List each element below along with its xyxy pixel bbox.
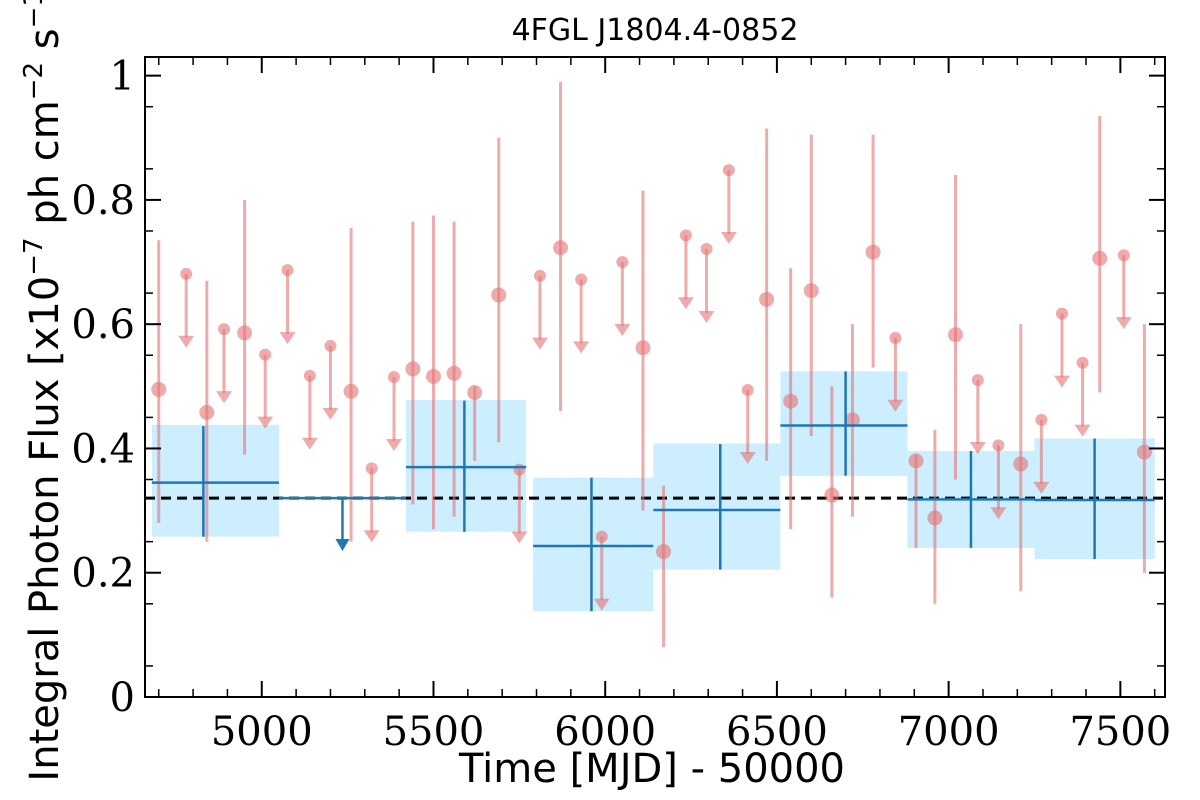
x-tick-label: 5000: [211, 709, 313, 755]
upper-limit-point: [575, 273, 588, 286]
short-bin-point: [1092, 250, 1108, 266]
short-bin-point: [844, 412, 860, 428]
long-bin-band: [653, 443, 781, 570]
upper-limit-point: [533, 269, 546, 282]
upper-limit-point: [889, 331, 902, 344]
short-bin-point: [237, 325, 253, 341]
long-bin-band: [533, 477, 654, 612]
x-tick-label: 7500: [1069, 709, 1171, 755]
upper-limit-point: [722, 164, 735, 177]
upper-limit-arrowhead: [887, 399, 904, 412]
upper-limit-point: [387, 371, 400, 383]
upper-limit-arrowhead: [614, 323, 631, 336]
short-bin-point: [803, 283, 819, 299]
short-bin-point: [343, 383, 359, 399]
upper-limit-arrowhead: [1053, 375, 1070, 388]
upper-limit-arrowhead: [720, 232, 737, 245]
upper-limit-arrowhead: [593, 598, 610, 611]
short-bin-point: [425, 368, 441, 384]
upper-limit-point: [281, 264, 294, 277]
y-tick-label: 1: [110, 54, 135, 100]
short-bin-point: [1136, 444, 1152, 460]
upper-limit-arrowhead: [1033, 481, 1050, 494]
short-bin-point: [151, 381, 167, 397]
upper-limit-arrowhead: [385, 438, 402, 451]
short-bin-point: [467, 385, 483, 401]
upper-limit-arrowhead: [573, 341, 590, 354]
upper-limit-arrowhead: [178, 335, 195, 348]
upper-limit-arrowhead: [698, 310, 715, 323]
chart-title: 4FGL J1804.4-0852: [512, 13, 799, 48]
short-bin-point: [405, 361, 421, 377]
y-tick-label: 0.2: [71, 551, 135, 597]
upper-limit-arrowhead: [677, 297, 694, 310]
short-bin-point: [553, 240, 569, 256]
upper-limit-point: [1117, 249, 1130, 262]
y-axis-label: Integral Photon Flux [x10−7 ph cm−2 s−1]: [19, 0, 68, 782]
upper-limit-arrowhead: [322, 407, 339, 420]
x-tick-label: 6000: [554, 709, 656, 755]
upper-limit-arrowhead: [969, 442, 986, 455]
upper-limit-arrowhead: [301, 437, 318, 450]
upper-limit-point: [741, 384, 754, 397]
upper-limit-point: [513, 463, 526, 476]
upper-limit-arrowhead: [215, 391, 232, 404]
upper-limit-point: [700, 243, 713, 255]
plot-area: [145, 81, 1165, 648]
short-bin-point: [783, 393, 799, 409]
upper-limit-arrowhead: [531, 337, 548, 350]
y-tick-label: 0.6: [71, 302, 135, 348]
short-bin-point: [865, 244, 881, 260]
short-bin-point: [199, 404, 215, 420]
upper-limit-point: [971, 374, 984, 387]
upper-limit-point: [180, 267, 193, 280]
long-bin-ul-arrowhead: [335, 538, 350, 551]
upper-limit-point: [679, 229, 692, 242]
axis-ticks: 5000 5500 6000 6500 7000 7500 0 0.2 0.4 0.6 0.8 1: [71, 54, 1171, 755]
upper-limit-point: [365, 462, 378, 475]
upper-limit-point: [259, 348, 272, 361]
y-tick-label: 0: [110, 675, 135, 721]
upper-limit-point: [992, 439, 1005, 452]
short-bin-point: [635, 340, 651, 356]
upper-limit-arrowhead: [279, 332, 296, 345]
upper-limit-point: [324, 339, 337, 352]
plot-frame: [144, 56, 1166, 698]
upper-limit-arrowhead: [990, 507, 1007, 520]
upper-limit-point: [217, 323, 230, 336]
short-bin-point: [1013, 456, 1029, 472]
short-bin-point: [908, 453, 924, 469]
upper-limit-arrowhead: [363, 530, 380, 543]
short-bin-point: [948, 327, 964, 343]
short-bin-point: [491, 287, 507, 303]
long-bin-band: [780, 371, 908, 476]
x-tick-label: 6500: [726, 709, 828, 755]
upper-limit-point: [616, 256, 629, 269]
x-axis-label: Time [MJD] - 50000: [458, 746, 845, 792]
upper-limit-point: [1076, 356, 1089, 369]
upper-limit-point: [1035, 413, 1048, 426]
x-tick-label: 5500: [383, 709, 485, 755]
long-bin-band: [151, 424, 279, 537]
short-bin-point: [927, 510, 943, 526]
y-tick-label: 0.8: [71, 178, 135, 224]
upper-limit-point: [1055, 307, 1068, 320]
upper-limit-point: [595, 530, 608, 543]
upper-limit-arrowhead: [511, 531, 528, 544]
upper-limit-arrowhead: [1115, 317, 1132, 330]
upper-limit-arrowhead: [257, 416, 274, 429]
short-bin-point: [446, 365, 462, 381]
upper-limit-arrowhead: [739, 451, 756, 464]
upper-limit-point: [303, 369, 316, 382]
y-tick-label: 0.4: [71, 426, 135, 472]
short-bin-point: [656, 544, 672, 560]
x-tick-label: 7000: [898, 709, 1000, 755]
short-bin-point: [759, 291, 775, 307]
upper-limit-arrowhead: [1074, 424, 1091, 437]
short-bin-point: [824, 487, 840, 503]
